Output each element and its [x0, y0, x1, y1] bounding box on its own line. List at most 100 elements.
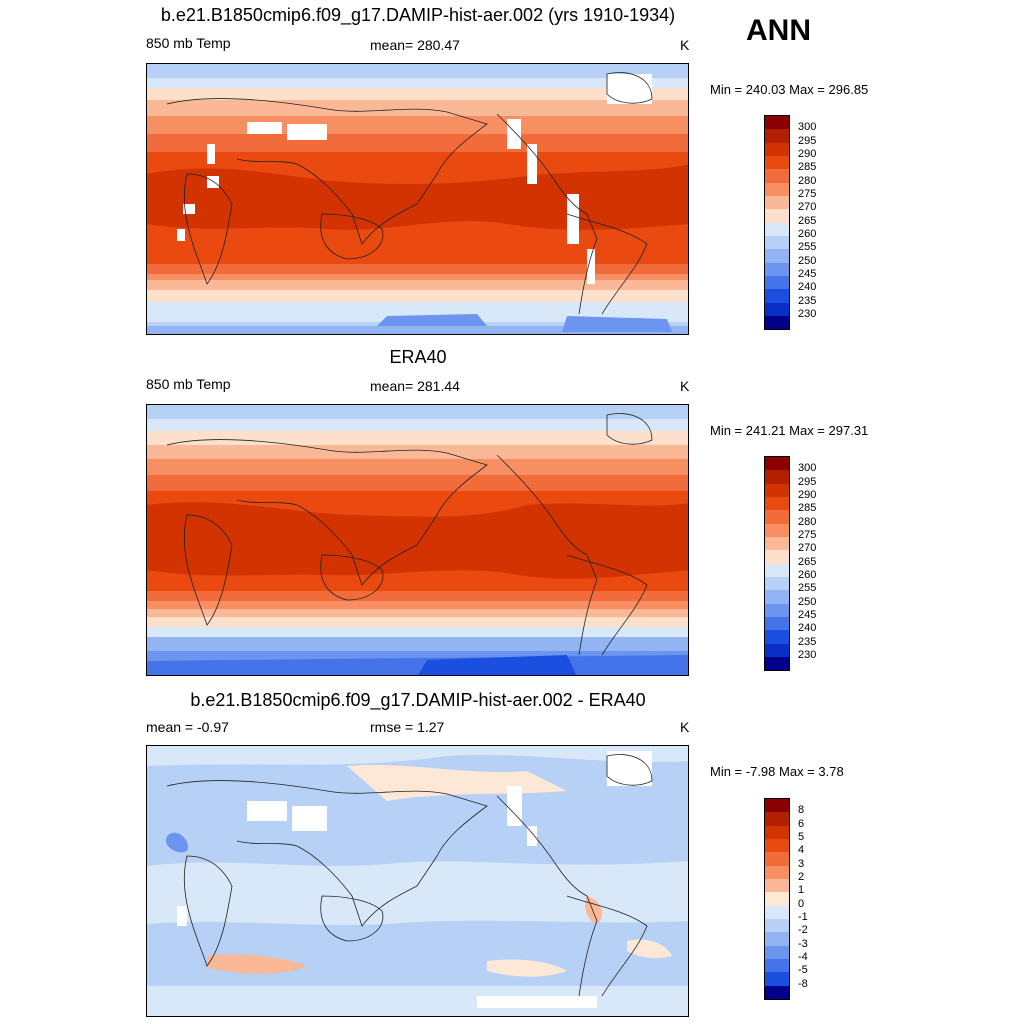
colorbar-tick-label: 240 [798, 622, 817, 635]
colorbar-swatch [765, 878, 789, 893]
panel-1-minmax: Min = 240.03 Max = 296.85 [710, 82, 869, 97]
colorbar-tick-label: 6 [798, 817, 805, 830]
panel-3-colorbar [764, 798, 790, 1000]
colorbar-swatch [765, 643, 789, 657]
colorbar-swatch [765, 892, 789, 906]
colorbar-tick-label: -4 [798, 950, 808, 963]
colorbar-tick-label: 245 [798, 267, 817, 280]
colorbar-tick-label: -1 [798, 910, 808, 923]
panel-2-variable-label: 850 mb Temp [146, 376, 231, 392]
colorbar-tick-label: 255 [798, 241, 817, 254]
panel-3-mean-label: mean = -0.97 [146, 719, 229, 735]
colorbar-swatch [765, 905, 789, 919]
colorbar-swatch [765, 958, 789, 973]
colorbar-tick-label: 300 [798, 121, 817, 134]
colorbar-swatch [765, 603, 789, 617]
colorbar-swatch [765, 825, 789, 839]
colorbar-tick-label: 255 [798, 582, 817, 595]
colorbar-swatch [765, 510, 789, 524]
colorbar-tick-label: 300 [798, 462, 817, 475]
colorbar-swatch [765, 129, 789, 143]
colorbar-swatch [765, 195, 789, 210]
colorbar-swatch [765, 972, 789, 986]
panel-1-title: b.e21.B1850cmip6.f09_g17.DAMIP-hist-aer.… [160, 5, 676, 25]
colorbar-swatch [765, 932, 789, 946]
panel-2-units: K [680, 378, 690, 394]
colorbar-tick-label: 270 [798, 542, 817, 555]
colorbar-tick-label: 5 [798, 830, 805, 843]
colorbar-swatch [765, 985, 789, 999]
colorbar-tick-label: 275 [798, 187, 817, 200]
colorbar-tick-label: 250 [798, 595, 817, 608]
colorbar-tick-label: 280 [798, 174, 817, 187]
panel-3-title: b.e21.B1850cmip6.f09_g17.DAMIP-hist-aer.… [190, 690, 646, 710]
colorbar-swatch [765, 483, 789, 497]
colorbar-tick-label: 8 [798, 804, 805, 817]
colorbar-tick-label: 230 [798, 307, 817, 320]
colorbar-swatch [765, 576, 789, 591]
colorbar-tick-label: 235 [798, 635, 817, 648]
colorbar-swatch [765, 235, 789, 250]
colorbar-swatch [765, 249, 789, 263]
colorbar-swatch [765, 182, 789, 196]
colorbar-tick-label: 265 [798, 214, 817, 227]
colorbar-swatch [765, 630, 789, 644]
colorbar-tick-label: 260 [798, 227, 817, 240]
colorbar-tick-label: 230 [798, 648, 817, 661]
colorbar-swatch [765, 169, 789, 183]
colorbar-swatch [765, 289, 789, 303]
colorbar-tick-label: 275 [798, 528, 817, 541]
panel-1-map [146, 63, 689, 335]
colorbar-swatch [765, 315, 789, 330]
colorbar-tick-label: 270 [798, 201, 817, 214]
colorbar-tick-label: 245 [798, 608, 817, 621]
colorbar-tick-label: 260 [798, 568, 817, 581]
colorbar-tick-label: 0 [798, 897, 805, 910]
colorbar-swatch [765, 918, 789, 933]
colorbar-tick-label: 285 [798, 502, 817, 515]
colorbar-tick-label: 3 [798, 857, 805, 870]
colorbar-swatch [765, 262, 789, 276]
panel-3-minmax: Min = -7.98 Max = 3.78 [710, 764, 844, 779]
colorbar-swatch [765, 457, 789, 471]
colorbar-swatch [765, 812, 789, 826]
colorbar-swatch [765, 563, 789, 577]
colorbar-swatch [765, 523, 789, 537]
colorbar-swatch [765, 222, 789, 236]
colorbar-swatch [765, 142, 789, 156]
colorbar-swatch [765, 275, 789, 290]
panel-3-map [146, 745, 689, 1017]
colorbar-tick-label: 235 [798, 294, 817, 307]
panel-1-colorbar [764, 115, 790, 331]
colorbar-swatch [765, 155, 789, 170]
colorbar-swatch [765, 116, 789, 130]
colorbar-tick-label: -2 [798, 924, 808, 937]
colorbar-tick-label: 4 [798, 844, 805, 857]
colorbar-tick-label: 2 [798, 870, 805, 883]
colorbar-swatch [765, 550, 789, 564]
colorbar-tick-label: 240 [798, 281, 817, 294]
colorbar-tick-label: -8 [798, 977, 808, 990]
panel-3-rmse-label: rmse = 1.27 [370, 719, 445, 735]
panel-2-mean-label: mean= 281.44 [370, 378, 460, 394]
panel-1-mean-label: mean= 280.47 [370, 37, 460, 53]
colorbar-swatch [765, 852, 789, 866]
panel-2-minmax: Min = 241.21 Max = 297.31 [710, 423, 869, 438]
colorbar-tick-label: 290 [798, 488, 817, 501]
colorbar-swatch [765, 590, 789, 604]
colorbar-tick-label: 285 [798, 161, 817, 174]
panel-1-variable-label: 850 mb Temp [146, 35, 231, 51]
colorbar-tick-label: -3 [798, 937, 808, 950]
colorbar-tick-label: 265 [798, 555, 817, 568]
colorbar-swatch [765, 496, 789, 511]
colorbar-swatch [765, 302, 789, 316]
panel-2-title: ERA40 [389, 347, 447, 367]
colorbar-swatch [765, 945, 789, 959]
colorbar-tick-label: 295 [798, 134, 817, 147]
colorbar-tick-label: 295 [798, 475, 817, 488]
panel-1-units: K [680, 37, 690, 53]
colorbar-tick-label: 250 [798, 254, 817, 267]
season-label: ANN [746, 14, 811, 47]
colorbar-swatch [765, 865, 789, 879]
panel-3-units: K [680, 719, 690, 735]
